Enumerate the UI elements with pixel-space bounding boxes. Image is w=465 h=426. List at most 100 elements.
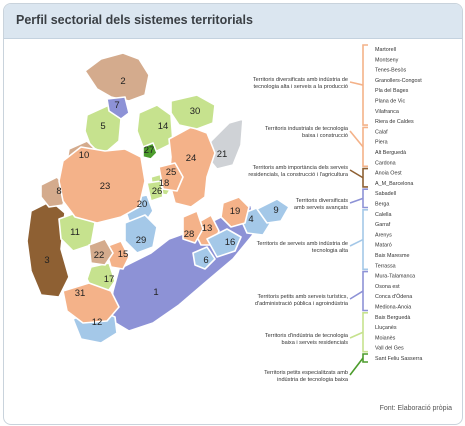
legend-name: Moianès <box>375 335 396 341</box>
region-label-10: 10 <box>79 150 90 161</box>
legend-bracket <box>362 209 368 271</box>
legend-name: Tenes-Besòs <box>375 68 406 74</box>
legend-name: Conca d'Òdena <box>375 293 412 300</box>
region-label-23: 23 <box>100 181 111 192</box>
region-label-28: 28 <box>184 229 195 240</box>
legend-name: Montseny <box>375 57 399 63</box>
legend-name: Anoia Oest <box>375 171 402 177</box>
region-label-25: 25 <box>166 167 177 178</box>
legend-connector <box>349 290 364 300</box>
legend-name: Terrassa <box>375 263 396 269</box>
legend-name: Sabadell <box>375 191 396 197</box>
region-22 <box>88 238 114 266</box>
region-label-12: 12 <box>92 317 103 328</box>
legend-name: Sant Feliu Sasserra <box>375 356 422 362</box>
region-label-31: 31 <box>75 288 86 299</box>
region-label-26: 26 <box>152 186 163 197</box>
legend-group-label: Territoris petits especialitzats amb <box>264 370 348 376</box>
legend-bracket <box>362 167 368 188</box>
legend-name: A_M_Barcelona <box>375 181 413 187</box>
region-label-22: 22 <box>94 250 105 261</box>
legend-name: Calaf <box>375 129 388 135</box>
source-note: Font: Elaboració pròpia <box>379 405 452 412</box>
figure-panel: Perfil sectorial dels sistemes territori… <box>3 3 463 425</box>
region-label-27: 27 <box>144 145 155 156</box>
legend-connector <box>349 130 364 148</box>
region-label-9: 9 <box>273 205 278 216</box>
region-27 <box>142 142 158 160</box>
region-label-11: 11 <box>70 227 80 238</box>
legend-group-label: Territoris petits amb serveis turístics, <box>258 294 349 300</box>
legend-group-label: residencials, la construcció i l'agricul… <box>248 172 349 178</box>
region-19 <box>220 196 250 228</box>
legend-bracket <box>362 188 368 209</box>
legend-connector <box>349 197 364 204</box>
region-label-18: 18 <box>159 178 170 189</box>
legend-group-label: Territoris industrials de tecnologia <box>265 126 349 132</box>
legend-bracket <box>362 353 368 363</box>
legend-group-label: indústria de tecnologia baixa <box>277 377 349 383</box>
legend-connector <box>349 331 364 339</box>
region-label-19: 19 <box>230 206 241 217</box>
legend-group-label: baixa i serveis residencials <box>281 340 348 346</box>
region-label-6: 6 <box>203 255 208 266</box>
region-label-16: 16 <box>225 237 236 248</box>
legend-bracket <box>362 270 368 312</box>
region-6 <box>192 246 216 270</box>
legend-name: Cardona <box>375 160 396 166</box>
legend-group-label: Territoris amb importància dels serveis <box>253 165 349 171</box>
region-label-3: 3 <box>44 255 49 266</box>
legend-name: Berga <box>375 202 389 208</box>
legend-name: Garraf <box>375 222 391 228</box>
legend-name: Baix Berguedà <box>375 315 410 321</box>
legend-name: Riera de Caldes <box>375 119 414 125</box>
legend-connector <box>349 357 364 376</box>
legend-name: Vall del Ges <box>375 346 404 352</box>
legend-group-label: Territoris de serveis amb indústria de <box>257 241 348 247</box>
legend-group-label: tecnologia alta i serveis a la producció <box>253 84 348 90</box>
legend-group-label: d'administració pública i agroindústria <box>255 301 349 307</box>
legend-name: Lluçanès <box>375 325 397 331</box>
region-label-30: 30 <box>190 106 201 117</box>
legend-group-label: Territoris d'indústria de tecnologia <box>265 333 349 339</box>
title-bar: Perfil sectorial dels sistemes territori… <box>4 4 462 39</box>
region-label-14: 14 <box>158 121 169 132</box>
legend-name: Alt Berguedà <box>375 150 406 156</box>
legend-name: Vilafranca <box>375 109 399 115</box>
region-26 <box>146 180 164 202</box>
region-label-4: 4 <box>248 214 253 225</box>
region-label-20: 20 <box>137 199 148 210</box>
region-label-7: 7 <box>114 100 119 111</box>
legend-name: Mediona-Anoia <box>375 305 411 311</box>
legend-name: Osona est <box>375 284 400 290</box>
region-30 <box>170 94 216 130</box>
legend-name: Granollers-Congost <box>375 78 422 84</box>
legend-group-label: baixa i construcció <box>302 133 348 139</box>
legend-name: Baix Maresme <box>375 253 409 259</box>
legend-name: Mura-Talamanca <box>375 274 415 280</box>
legend-name: Piera <box>375 140 388 146</box>
region-28 <box>182 210 204 244</box>
region-label-5: 5 <box>100 121 105 132</box>
region-label-29: 29 <box>136 235 147 246</box>
region-7 <box>106 96 130 120</box>
page-title: Perfil sectorial dels sistemes territori… <box>16 13 253 27</box>
legend-bracket <box>362 312 368 353</box>
region-label-15: 15 <box>118 249 129 260</box>
region-16 <box>206 228 242 258</box>
legend-group-label: Territoris diversificats <box>296 198 348 204</box>
legend-name: Calella <box>375 212 391 218</box>
legend-group-label: amb serveis avançats <box>294 205 348 211</box>
legend-connector <box>349 169 364 179</box>
legend-group-label: Territoris diversificats amb indústria d… <box>253 77 348 83</box>
region-label-8: 8 <box>56 186 61 197</box>
region-9 <box>256 198 290 224</box>
region-14 <box>136 104 174 152</box>
legend-name: Mataró <box>375 243 392 249</box>
legend-connector <box>349 81 364 86</box>
region-label-24: 24 <box>186 153 197 164</box>
region-label-1: 1 <box>153 287 158 298</box>
region-3 <box>26 200 70 298</box>
legend-name: Arenys <box>375 232 392 238</box>
region-label-13: 13 <box>202 223 213 234</box>
